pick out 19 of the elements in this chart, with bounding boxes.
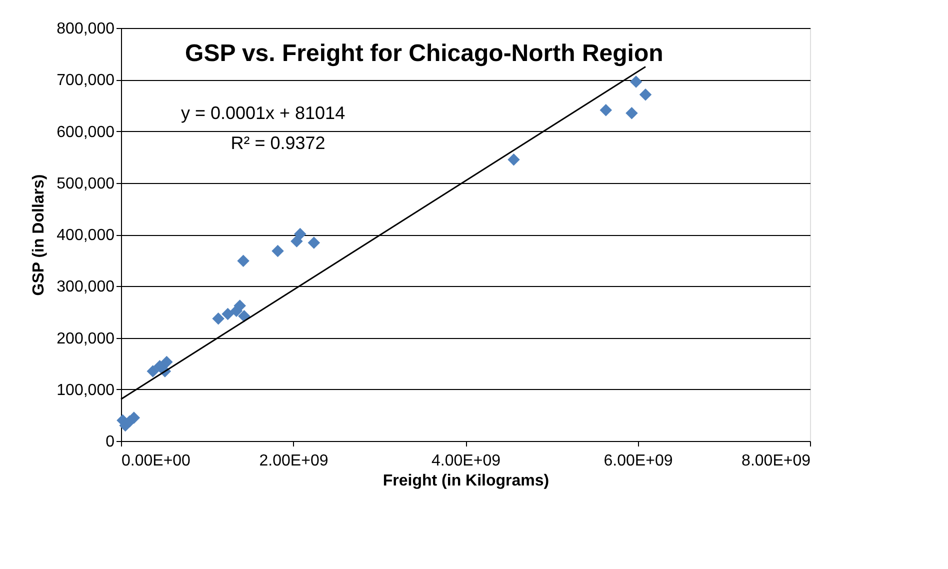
x-tick-label: 8.00E+09 xyxy=(742,452,811,470)
y-tick-label: 100,000 xyxy=(56,382,115,399)
x-tick-label: 2.00E+09 xyxy=(259,452,328,470)
x-tick-label: 0.00E+00 xyxy=(122,452,191,470)
annotation: R² = 0.9372 xyxy=(230,133,326,153)
annotation: y = 0.0001x + 81014 xyxy=(180,103,346,123)
y-axis-title: GSP (in Dollars) xyxy=(30,174,48,296)
y-tick-label: 800,000 xyxy=(56,20,115,38)
x-axis-title: Freight (in Kilograms) xyxy=(382,472,550,490)
y-tick-label: 400,000 xyxy=(56,227,115,244)
x-tick-label: 6.00E+09 xyxy=(604,452,673,470)
y-tick-label: 600,000 xyxy=(56,124,115,141)
y-tick-label: 500,000 xyxy=(56,175,115,192)
y-tick-label: 0 xyxy=(106,434,115,450)
y-tick-label: 300,000 xyxy=(56,278,115,296)
y-tick-label: 200,000 xyxy=(56,330,115,348)
x-tick-label: 4.00E+09 xyxy=(432,452,501,470)
y-tick-label: 700,000 xyxy=(56,72,115,90)
text: GSP vs. Freight for Chicago-North Region xyxy=(185,40,664,67)
